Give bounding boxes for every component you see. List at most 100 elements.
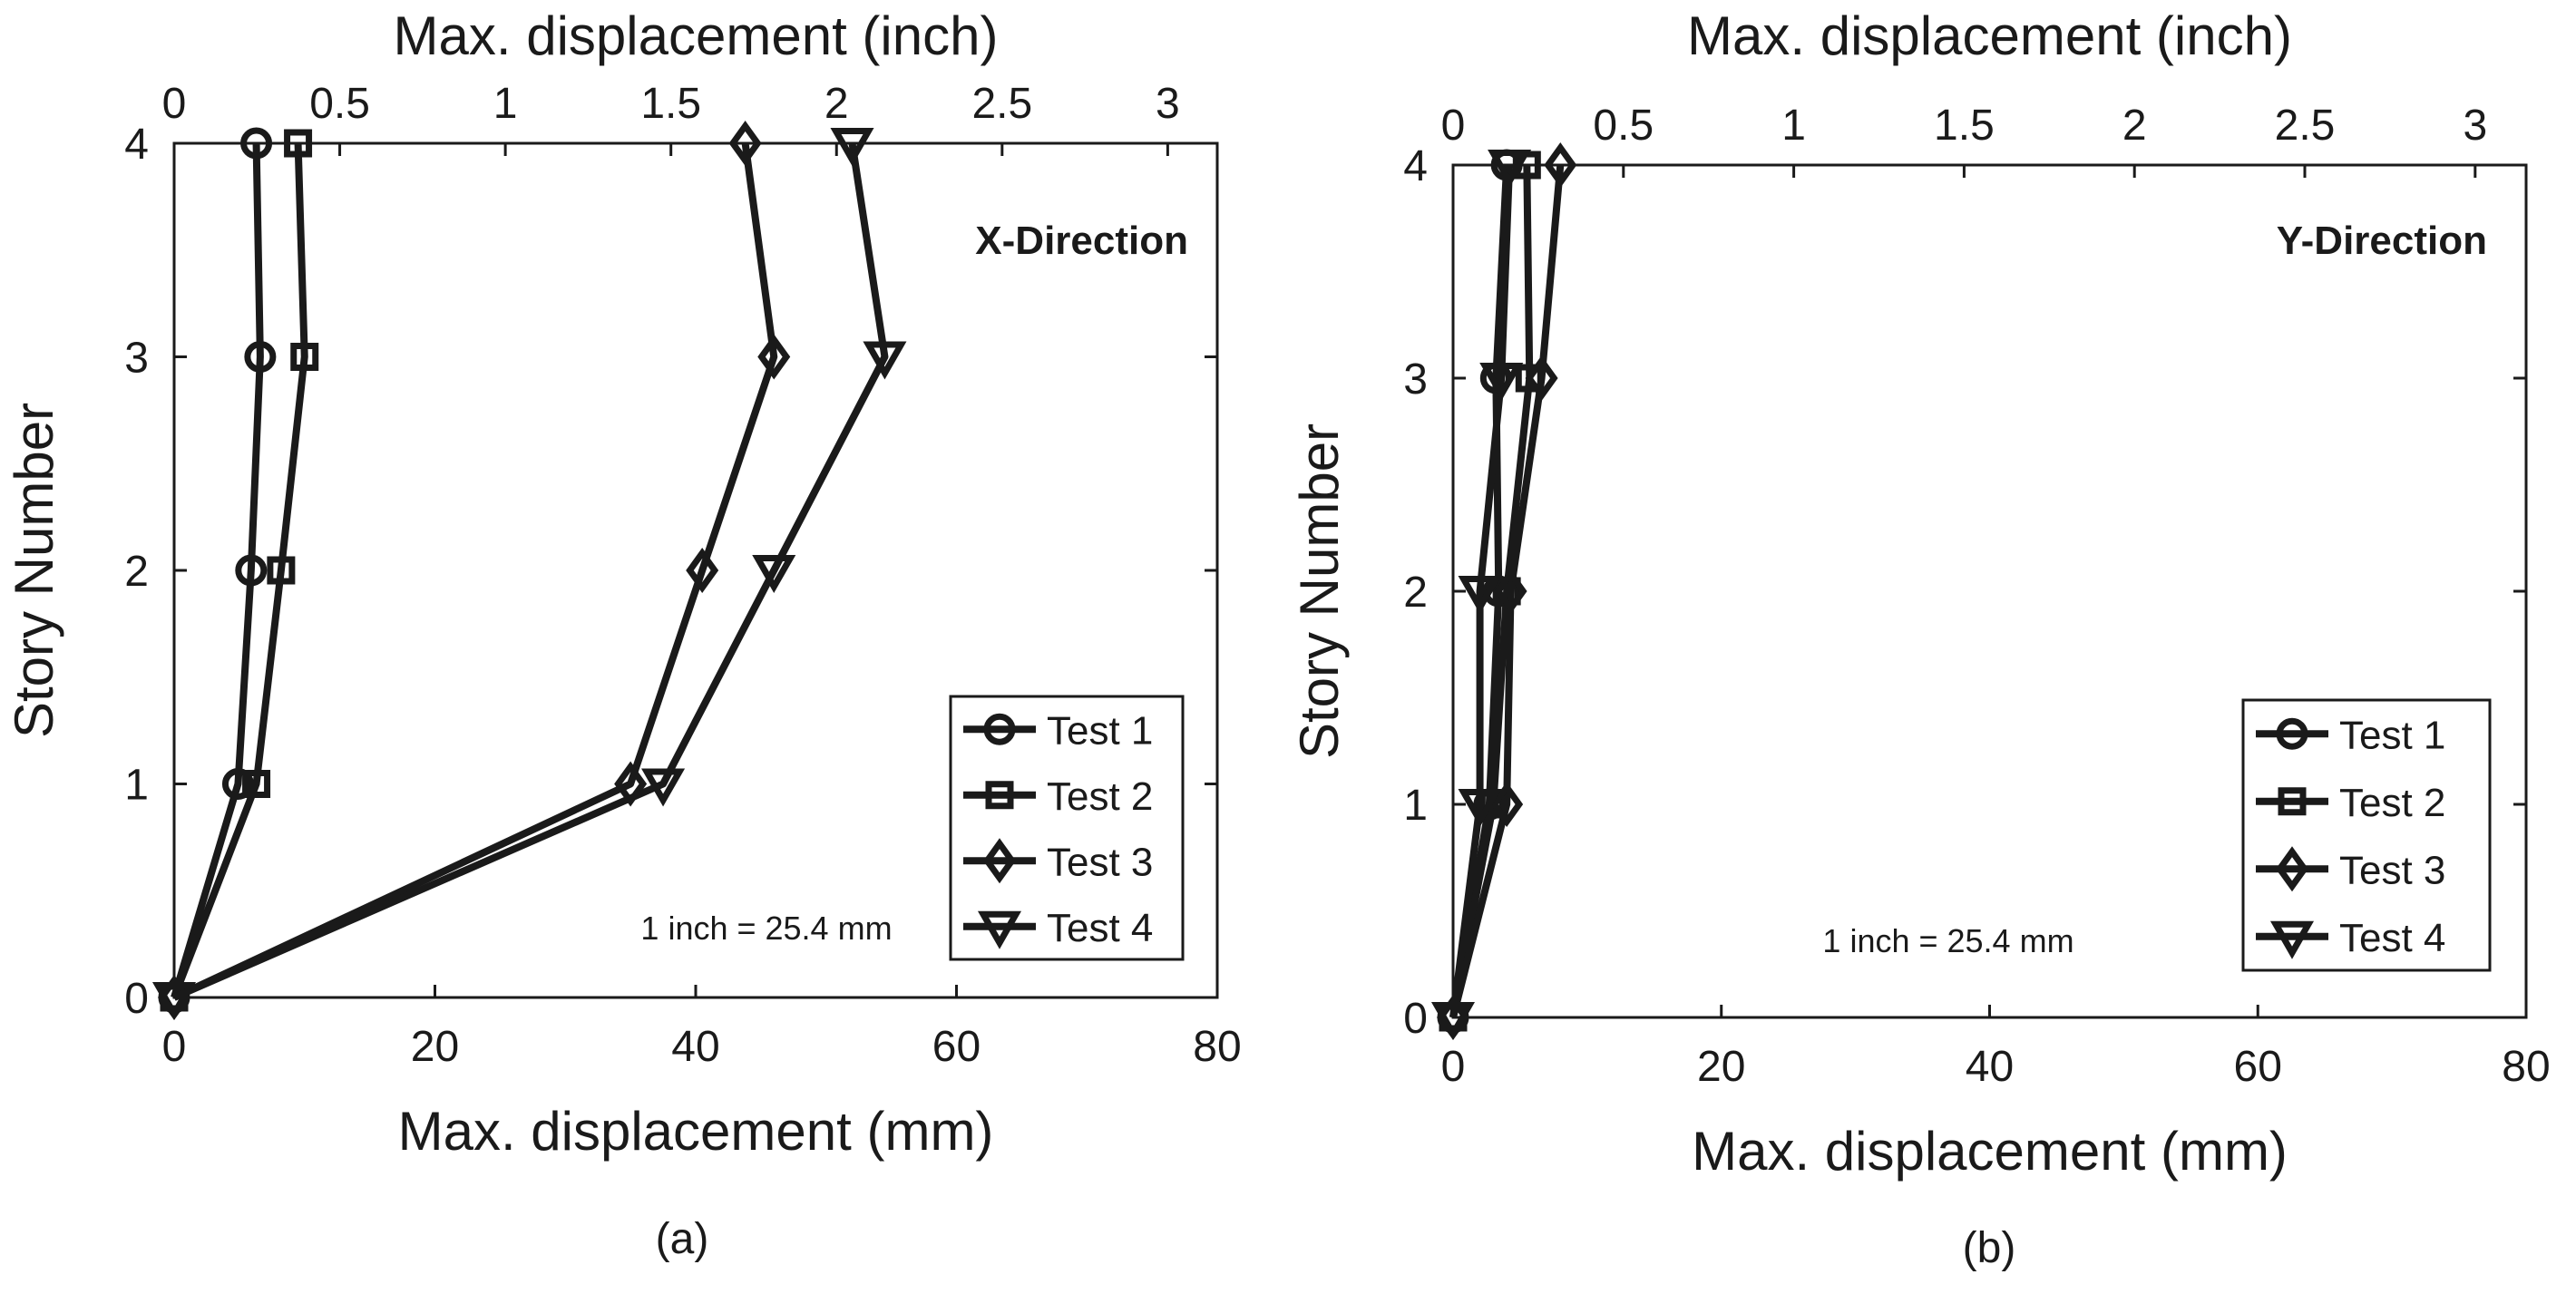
x-axis-label: Max. displacement (mm)	[1692, 1121, 2288, 1182]
x-top-tick-label: 3	[2463, 102, 2487, 150]
x-tick-label: 0	[162, 1023, 187, 1071]
series-line	[1449, 164, 1565, 1018]
x-tick-label: 80	[2502, 1043, 2550, 1091]
x-tick-label: 40	[1966, 1043, 2014, 1091]
data-point-square	[284, 129, 313, 158]
series-test-4	[1430, 150, 1532, 1041]
x-top-tick-label: 0	[1441, 102, 1466, 150]
legend-item: Test 2	[963, 774, 1153, 819]
legend-label: Test 3	[2339, 848, 2445, 892]
legend-marker-triangle-down	[2269, 920, 2315, 959]
data-point-triangle-down	[1458, 789, 1502, 828]
x-top-axis-label: Max. displacement (inch)	[1687, 5, 2292, 66]
chart-panel-b: 0 20 40 60 80 0 0.5 1 1.5 2 2.5 3 0 1 2 3 4 Max. displace…	[1289, 5, 2551, 1272]
x-top-tick-label: 1	[1781, 102, 1806, 150]
data-point-diamond	[1525, 355, 1558, 401]
legend-label: Test 1	[1047, 708, 1153, 753]
legend-marker-triangle-down	[977, 910, 1022, 949]
x-tick-label: 20	[411, 1023, 459, 1071]
x-tick-label: 60	[2234, 1043, 2282, 1091]
y-tick-label: 3	[124, 335, 149, 383]
data-point-triangle-down	[752, 555, 796, 594]
data-point-circle	[240, 127, 273, 160]
data-point-circle	[221, 768, 254, 800]
series-line	[172, 142, 778, 1001]
direction-label: X-Direction	[975, 219, 1188, 263]
direction-label: Y-Direction	[2277, 219, 2487, 263]
legend-marker-circle	[983, 713, 1016, 745]
data-point-square	[290, 343, 319, 371]
y-tick-label: 2	[124, 548, 149, 596]
panel-caption: (a)	[656, 1215, 709, 1263]
legend: Test 1 Test 2 Test 3 Test 4	[949, 695, 1185, 961]
legend-label: Test 1	[2339, 713, 2445, 757]
series-line	[172, 142, 889, 1001]
series-line	[1449, 164, 1534, 1018]
legend-marker-diamond	[2276, 846, 2308, 892]
data-point-diamond	[1490, 782, 1524, 827]
data-point-diamond	[1494, 569, 1527, 614]
y-tick-label: 0	[124, 975, 149, 1023]
x-top-tick-label: 2	[825, 80, 849, 128]
y-tick-label: 1	[124, 762, 149, 810]
x-tick-label: 20	[1697, 1043, 1745, 1091]
series-line	[1449, 164, 1514, 1018]
unit-note: 1 inch = 25.4 mm	[1822, 922, 2073, 959]
data-point-circle	[235, 554, 268, 587]
x-top-tick-label: 2	[2122, 102, 2147, 150]
data-point-triangle-down	[1430, 1002, 1476, 1041]
data-point-diamond	[757, 334, 791, 380]
x-top-tick-label: 1.5	[640, 80, 701, 128]
x-top-tick-label: 1.5	[1934, 102, 1995, 150]
legend-marker-circle	[2276, 717, 2308, 750]
data-point-diamond	[728, 121, 762, 166]
unit-note: 1 inch = 25.4 mm	[640, 910, 892, 947]
legend-item: Test 3	[963, 838, 1153, 884]
x-top-tick-label: 2.5	[971, 80, 1032, 128]
data-point-diamond	[1544, 142, 1577, 188]
x-axis-label: Max. displacement (mm)	[398, 1101, 994, 1162]
y-tick-label: 4	[124, 121, 149, 169]
series-test-4	[151, 128, 907, 1021]
x-top-axis-label: Max. displacement (inch)	[394, 5, 999, 66]
y-tick-label: 4	[1403, 142, 1428, 190]
data-point-triangle-down	[1479, 363, 1524, 402]
data-point-square	[242, 770, 271, 798]
legend-label: Test 4	[2339, 916, 2445, 960]
data-point-diamond	[686, 548, 719, 593]
data-point-triangle-down	[1458, 576, 1502, 615]
panel-caption: (b)	[1963, 1224, 2016, 1272]
data-point-triangle-down	[863, 341, 907, 380]
y-tick-label: 0	[1403, 995, 1428, 1043]
legend-item: Test 2	[2256, 781, 2445, 825]
x-top-tick-label: 3	[1156, 80, 1180, 128]
legend-item: Test 4	[2256, 916, 2445, 960]
y-axis-label: Story Number	[4, 403, 64, 738]
x-top-tick-label: 0.5	[1593, 102, 1654, 150]
legend-label: Test 4	[1047, 906, 1153, 950]
x-top-tick-label: 0	[162, 80, 187, 128]
data-point-triangle-down	[830, 128, 874, 167]
y-tick-label: 2	[1403, 569, 1428, 617]
series-line	[171, 142, 264, 999]
x-top-tick-label: 2.5	[2275, 102, 2336, 150]
x-tick-label: 0	[1441, 1043, 1466, 1091]
legend-item: Test 3	[2256, 846, 2445, 892]
data-point-circle	[244, 341, 277, 373]
legend-label: Test 2	[2339, 781, 2445, 825]
legend: Test 1 Test 2 Test 3 Test 4	[2241, 698, 2492, 972]
chart-panel-a: 0 20 40 60 80 0 0.5 1 1.5 2 2.5 3 0 1 2 3 4 Max. displace…	[4, 5, 1242, 1263]
legend-marker-square	[985, 781, 1014, 810]
legend-item: Test 1	[2256, 713, 2445, 757]
y-axis-label: Story Number	[1289, 423, 1350, 759]
legend-marker-diamond	[983, 838, 1016, 884]
x-tick-label: 80	[1193, 1023, 1241, 1071]
y-tick-label: 1	[1403, 782, 1428, 830]
data-point-triangle-down	[1488, 150, 1532, 189]
legend-item: Test 1	[963, 708, 1153, 753]
series-line	[171, 142, 308, 999]
legend-label: Test 3	[1047, 840, 1153, 884]
y-tick-label: 3	[1403, 355, 1428, 404]
legend-marker-square	[2278, 787, 2307, 816]
